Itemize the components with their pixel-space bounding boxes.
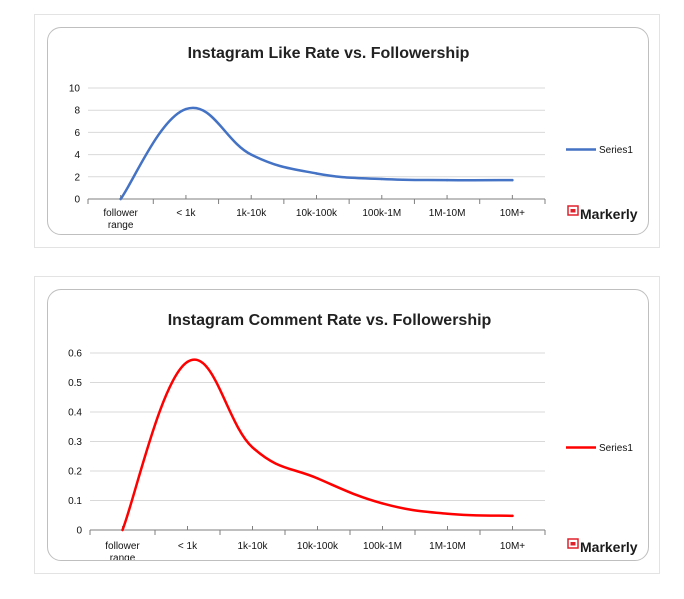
markerly-logo-icon xyxy=(567,538,579,549)
x-tick-label: 10k-100k xyxy=(297,541,339,552)
data-point xyxy=(315,172,318,175)
like-rate-chart-area: Instagram Like Rate vs. Followership 0 2 4 6… xyxy=(47,27,649,235)
data-point xyxy=(316,477,319,480)
x-tick-label: 100k-1M xyxy=(362,208,401,219)
y-tick-label: 0.3 xyxy=(68,437,82,448)
comment-rate-chart-area: Instagram Comment Rate vs. Followership 0… xyxy=(47,289,649,561)
x-tick-label: 10M+ xyxy=(500,541,525,552)
y-tick-label: 0.5 xyxy=(68,378,82,389)
data-point xyxy=(121,528,124,532)
x-tick-label: 1k-10k xyxy=(236,208,267,219)
data-point xyxy=(445,178,449,182)
chart-title: Instagram Like Rate vs. Followership xyxy=(188,45,470,62)
legend-label: Series1 xyxy=(599,145,633,156)
x-tick-label: 10M+ xyxy=(500,208,525,219)
x-tick-label: < 1k xyxy=(178,541,198,552)
like-rate-card: Instagram Like Rate vs. Followership 0 2 4 6… xyxy=(34,14,660,248)
data-point xyxy=(446,512,449,515)
data-point xyxy=(511,178,514,182)
chart-title: Instagram Comment Rate vs. Followership xyxy=(168,312,492,329)
x-tick-label: 1M-10M xyxy=(429,208,466,219)
x-tick-label: follower range xyxy=(103,208,138,231)
data-point xyxy=(251,446,254,449)
y-tick-label: 0.4 xyxy=(68,408,82,419)
x-tick-label: 100k-1M xyxy=(363,541,402,552)
comment-rate-chart: Instagram Comment Rate vs. Followership 0… xyxy=(68,312,638,560)
x-tick-label: 1k-10k xyxy=(237,541,268,552)
y-tick-label: 6 xyxy=(74,128,80,139)
y-tick-label: 4 xyxy=(74,150,80,161)
markerly-logo-icon xyxy=(567,205,579,216)
y-tick-label: 10 xyxy=(69,84,81,95)
like-rate-chart: Instagram Like Rate vs. Followership 0 2 4 6… xyxy=(69,45,638,231)
legend-label: Series1 xyxy=(599,443,633,454)
x-tick-label: 1M-10M xyxy=(429,541,466,552)
data-point xyxy=(380,177,383,181)
y-tick-label: 0 xyxy=(76,526,82,537)
x-tick-label: < 1k xyxy=(176,208,196,219)
series-line xyxy=(121,358,514,532)
comment-rate-card: Instagram Comment Rate vs. Followership 0… xyxy=(34,276,660,574)
y-tick-label: 0.1 xyxy=(68,496,82,507)
y-tick-label: 2 xyxy=(74,172,80,183)
data-point xyxy=(184,107,188,111)
y-tick-label: 8 xyxy=(74,106,80,117)
data-point xyxy=(119,197,122,201)
data-point xyxy=(186,360,189,364)
data-point xyxy=(250,153,253,156)
y-tick-label: 0 xyxy=(74,195,80,206)
x-tick-label: follower range xyxy=(105,541,140,560)
y-tick-label: 0.2 xyxy=(68,467,82,478)
y-tick-label: 0.6 xyxy=(68,349,82,360)
brand-name: Markerly xyxy=(580,206,638,222)
series-line xyxy=(119,106,514,201)
brand-name: Markerly xyxy=(580,539,638,555)
data-point xyxy=(511,514,514,518)
data-point xyxy=(381,502,384,505)
x-tick-label: 10k-100k xyxy=(296,208,338,219)
